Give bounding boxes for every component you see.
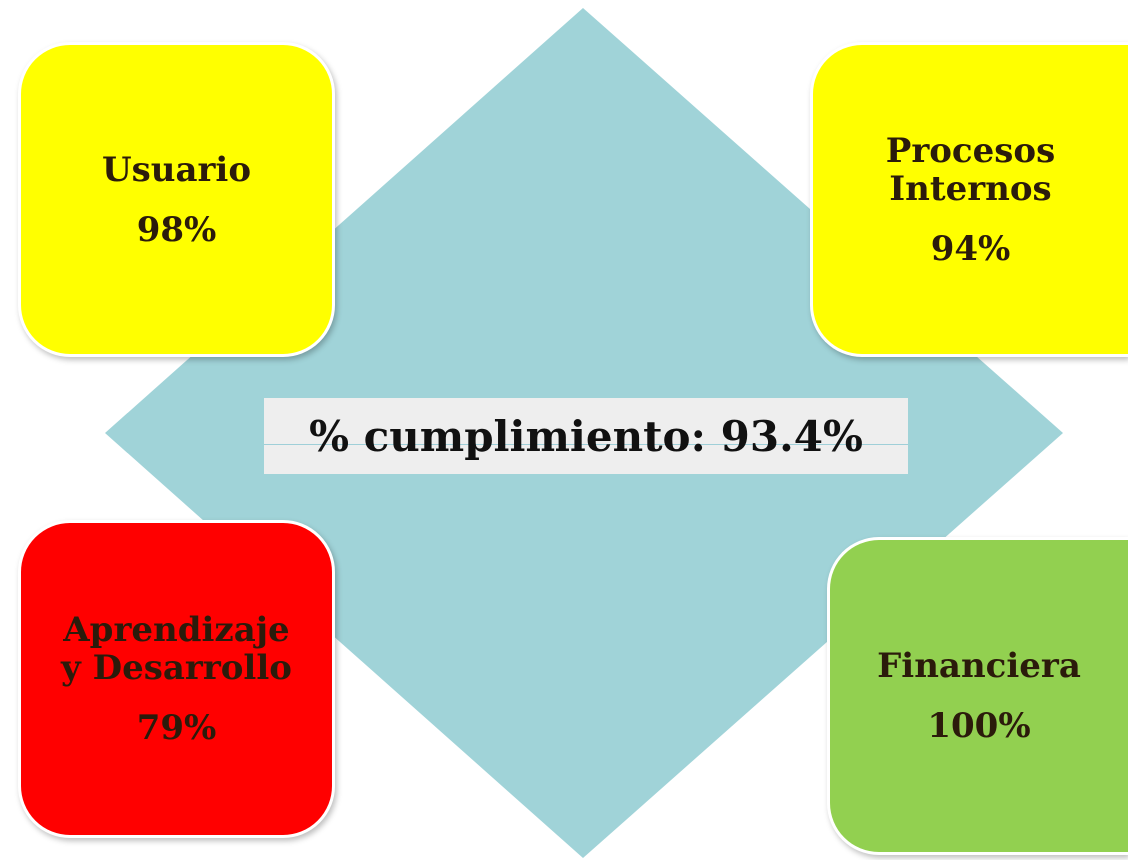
node-label-line: Financiera [877, 646, 1081, 686]
node-usuario: Usuario 98% [18, 42, 335, 357]
node-label-line: Aprendizaje [63, 610, 290, 650]
node-label-line: Procesos [885, 130, 1056, 171]
node-value: 98% [136, 209, 217, 250]
node-label-line: y Desarrollo [61, 648, 292, 688]
node-procesos: Procesos Internos 94% [810, 42, 1128, 357]
node-value: 100% [927, 706, 1031, 746]
center-rule [264, 444, 908, 445]
center-label: % cumplimiento: 93.4% [309, 411, 863, 461]
node-financiera: Financiera 100% [827, 537, 1128, 855]
node-aprendizaje: Aprendizaje y Desarrollo 79% [18, 520, 335, 838]
node-label-line: Internos [889, 168, 1052, 209]
node-value: 94% [930, 228, 1011, 269]
center-label-box: % cumplimiento: 93.4% [264, 398, 908, 474]
node-value: 79% [136, 708, 217, 748]
node-label-line: Usuario [101, 149, 252, 190]
